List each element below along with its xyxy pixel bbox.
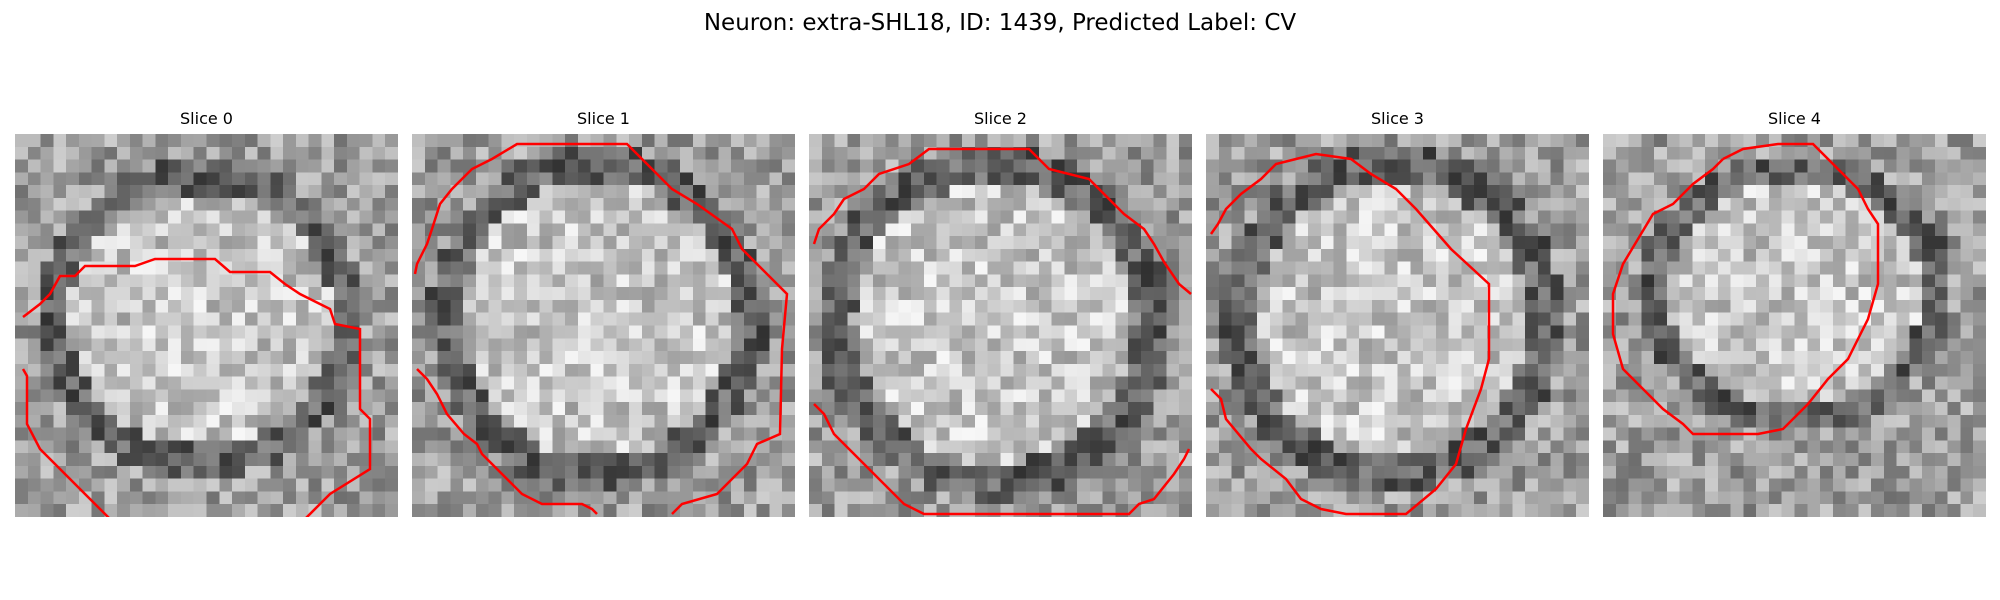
grayscale-image-1 bbox=[412, 134, 795, 517]
grayscale-image-3 bbox=[1206, 134, 1589, 517]
segmentation-contour-3 bbox=[1209, 152, 1491, 516]
slice-panel-3: Slice 3 bbox=[1206, 108, 1589, 517]
grayscale-image-4 bbox=[1603, 134, 1986, 517]
slice-panel-2: Slice 2 bbox=[809, 108, 1192, 517]
slice-title-2: Slice 2 bbox=[974, 109, 1027, 128]
slice-image-3 bbox=[1206, 134, 1589, 517]
slice-image-0 bbox=[15, 134, 398, 517]
slice-image-1 bbox=[412, 134, 795, 517]
slice-panel-4: Slice 4 bbox=[1603, 108, 1986, 517]
segmentation-contour-4 bbox=[1611, 142, 1880, 436]
slice-title-1: Slice 1 bbox=[577, 109, 630, 128]
slice-panel-1: Slice 1 bbox=[412, 108, 795, 517]
slice-title-4: Slice 4 bbox=[1768, 109, 1821, 128]
slice-image-2 bbox=[809, 134, 1192, 517]
grayscale-image-2 bbox=[809, 134, 1192, 517]
figure-title: Neuron: extra-SHL18, ID: 1439, Predicted… bbox=[703, 10, 1297, 36]
grayscale-image-0 bbox=[15, 134, 398, 517]
slice-image-4 bbox=[1603, 134, 1986, 517]
slice-title-3: Slice 3 bbox=[1371, 109, 1424, 128]
slice-panel-0: Slice 0 bbox=[15, 108, 398, 517]
segmentation-contour-1 bbox=[413, 142, 789, 515]
segmentation-contour-2 bbox=[812, 147, 1192, 516]
segmentation-contour-0 bbox=[21, 257, 372, 517]
slice-title-0: Slice 0 bbox=[180, 109, 233, 128]
